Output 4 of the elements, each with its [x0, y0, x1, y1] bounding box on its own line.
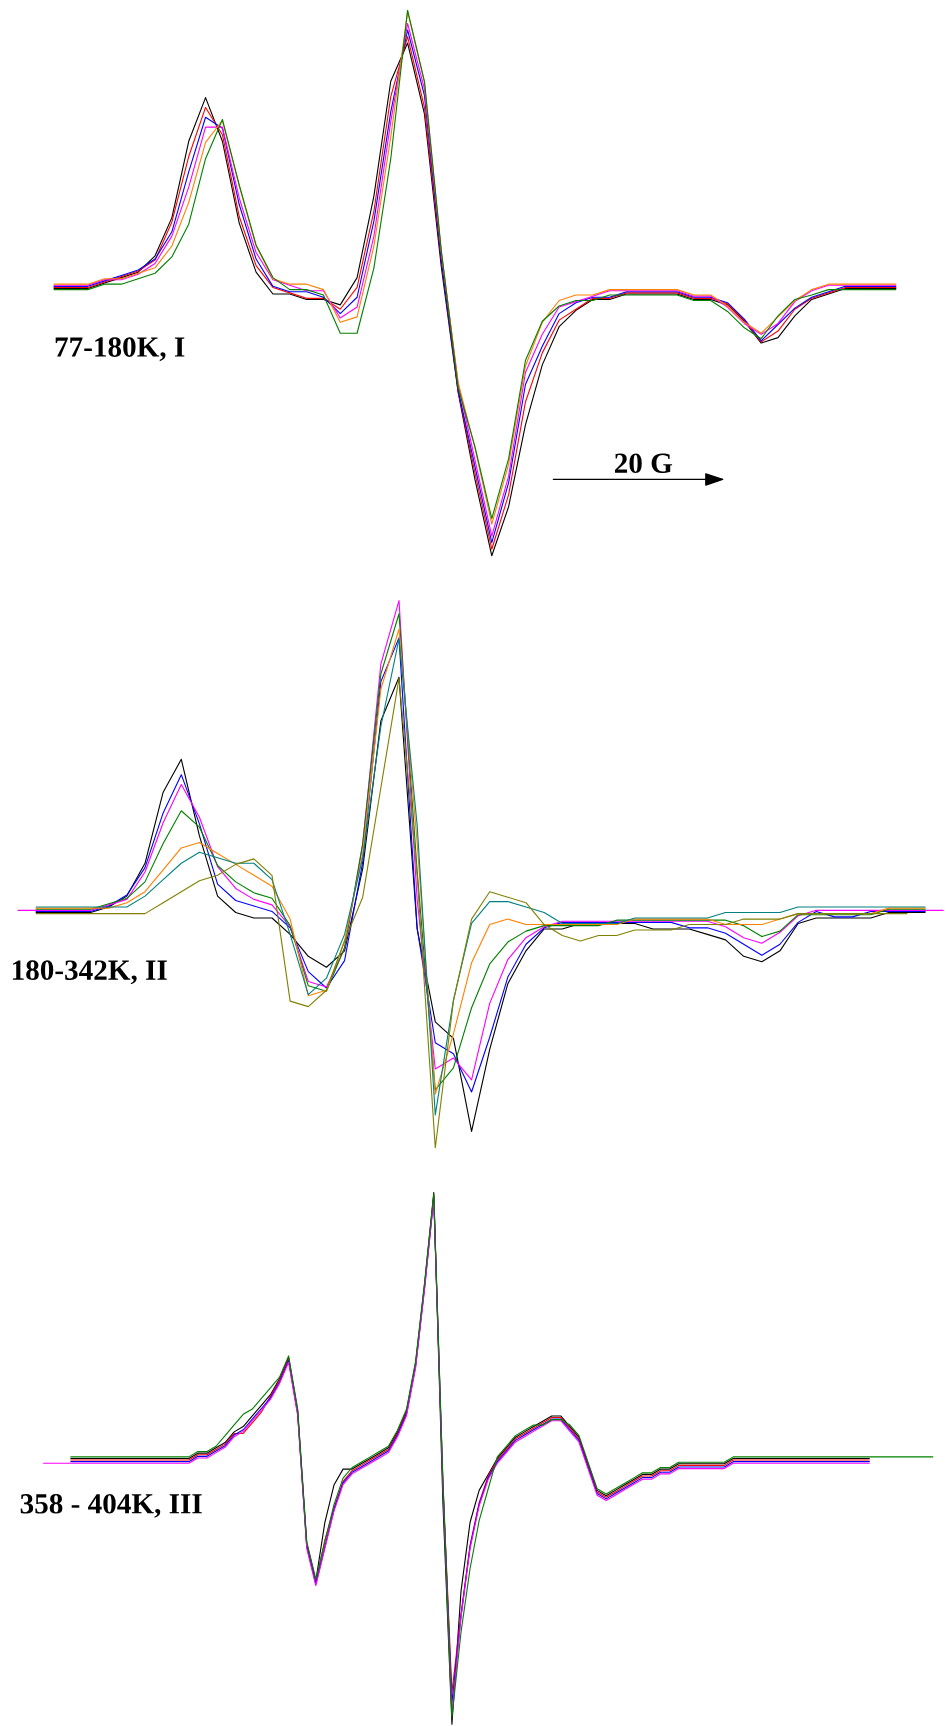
- annotation: 20 G: [614, 453, 673, 474]
- annotation: 180-342K, II: [12, 960, 167, 985]
- annotation: 358 - 404K, III: [20, 1493, 202, 1518]
- annotation: 77-180K, I: [55, 337, 185, 362]
